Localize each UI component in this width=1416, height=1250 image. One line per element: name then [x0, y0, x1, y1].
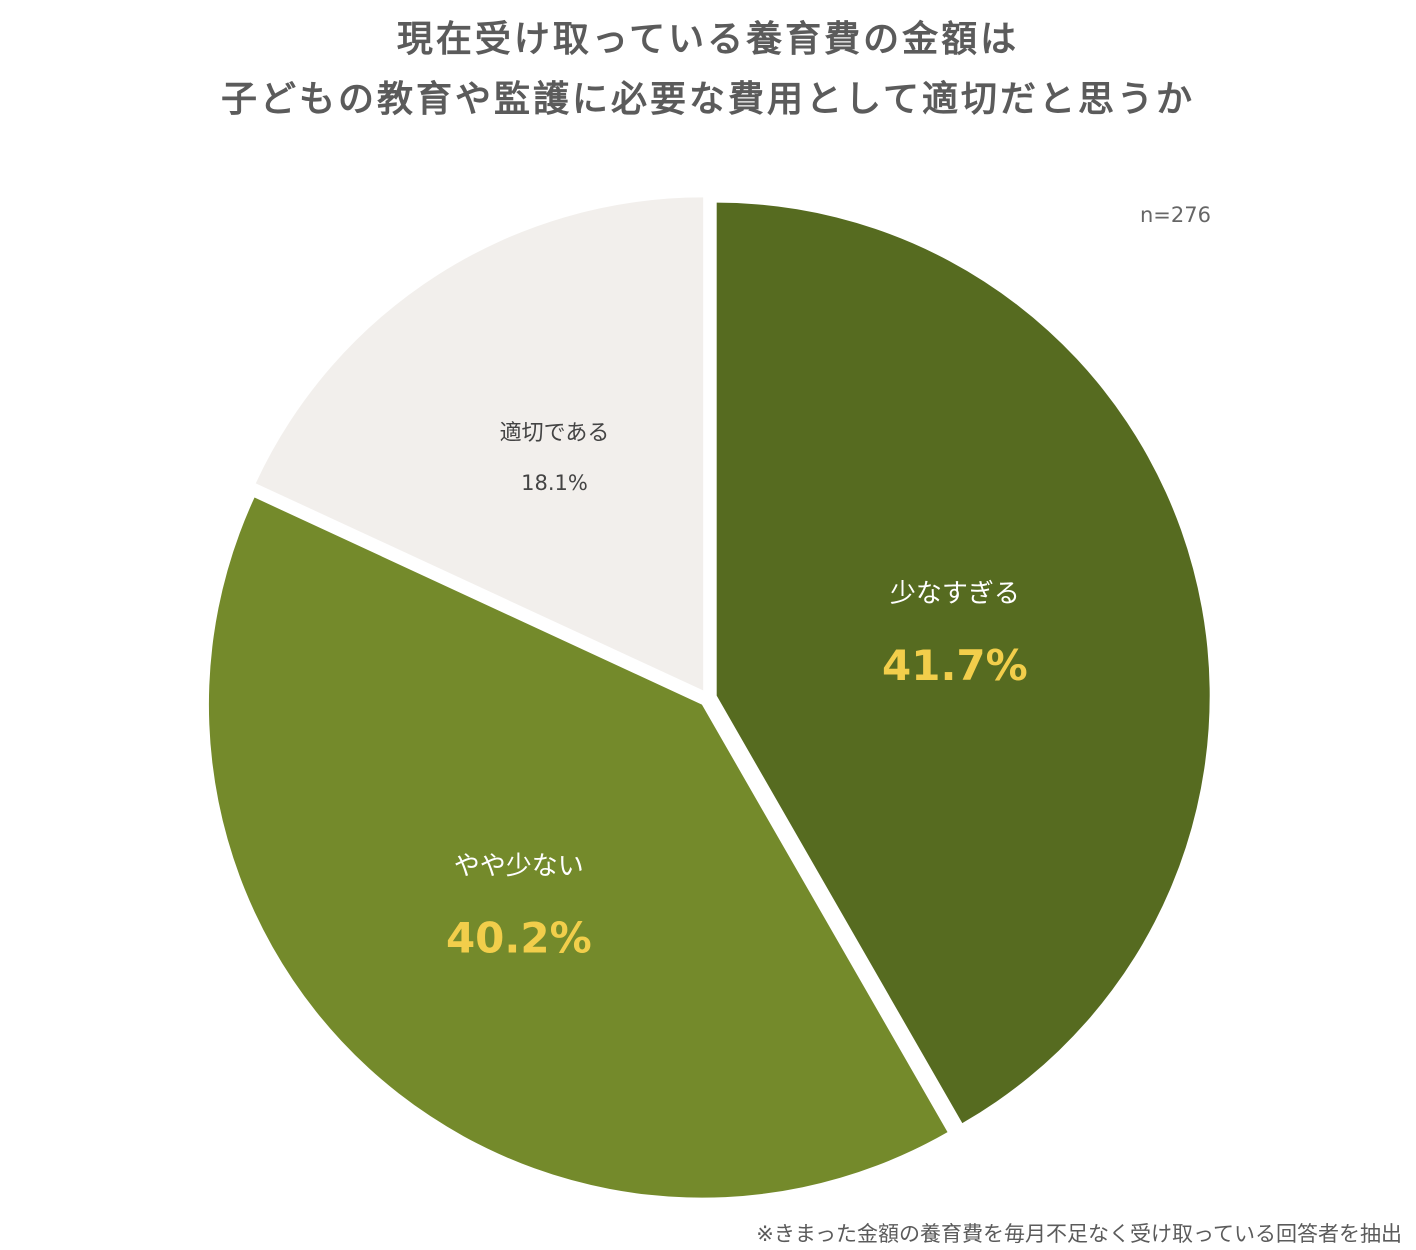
sample-size-label: n=276 — [1140, 203, 1211, 227]
slice-value-1: 41.7% — [882, 641, 1028, 690]
chart-title-line-2: 子どもの教育や監護に必要な費用として適切だと思うか — [221, 79, 1195, 120]
chart-title-line-1: 現在受け取っている養育費の金額は — [396, 19, 1020, 60]
slice-label-3: 適切である — [500, 421, 610, 446]
pie-slice-1 — [716, 202, 1210, 1124]
slice-label-1: 少なすぎる — [890, 579, 1020, 609]
footnote: ※きまった金額の養育費を毎月不足なく受け取っている回答者を抽出 — [756, 1222, 1402, 1246]
slice-label-2: やや少ない — [454, 852, 584, 882]
pie-slice-3 — [255, 197, 704, 691]
slice-value-3: 18.1% — [521, 471, 588, 495]
slice-value-2: 40.2% — [446, 914, 592, 963]
pie-slice-2 — [208, 497, 948, 1198]
